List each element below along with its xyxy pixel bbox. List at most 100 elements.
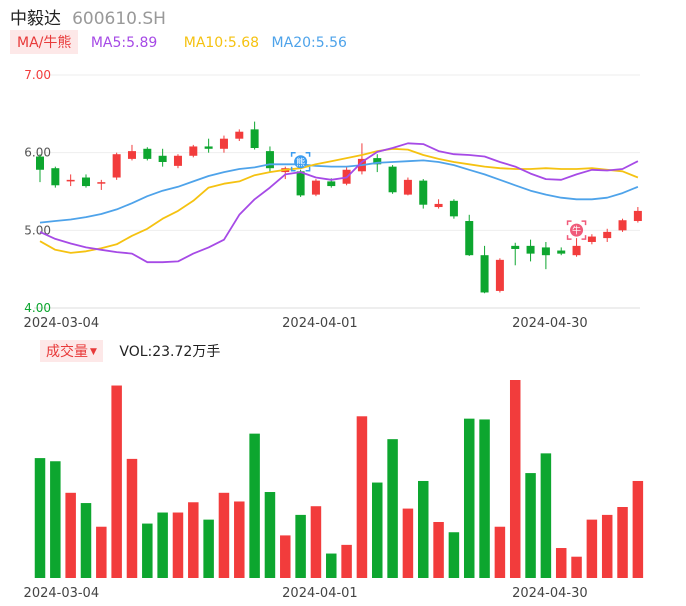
marker-bracket: [290, 152, 296, 157]
candle-body[interactable]: [541, 247, 550, 256]
candle-body[interactable]: [434, 203, 443, 208]
volume-bar[interactable]: [540, 453, 552, 578]
volume-bar[interactable]: [494, 526, 506, 578]
candle-body[interactable]: [235, 131, 244, 139]
volume-selector-tag[interactable]: 成交量 ▼: [40, 340, 103, 362]
candle-body[interactable]: [219, 138, 228, 149]
ma-legend: MA/牛熊 MA5:5.89 MA10:5.68 MA20:5.56: [10, 30, 347, 54]
volume-bar[interactable]: [234, 501, 245, 578]
candle-body[interactable]: [526, 245, 535, 254]
volume-bar[interactable]: [264, 492, 276, 578]
price-x-tick-label: 2024-03-04: [24, 316, 100, 331]
candle-body[interactable]: [143, 148, 152, 159]
candle-body[interactable]: [449, 200, 458, 217]
candle-body[interactable]: [480, 255, 489, 293]
volume-bar[interactable]: [280, 535, 291, 578]
volume-bar[interactable]: [34, 458, 46, 578]
candle-body[interactable]: [204, 146, 213, 149]
candle-body[interactable]: [265, 151, 274, 169]
marker-bracket: [290, 166, 296, 172]
volume-bar[interactable]: [203, 519, 214, 578]
volume-legend: 成交量 ▼ VOL:23.72万手: [40, 340, 220, 362]
candle-body[interactable]: [189, 146, 198, 156]
volume-bar[interactable]: [632, 480, 644, 578]
volume-bar[interactable]: [65, 492, 76, 578]
candle-body[interactable]: [618, 220, 627, 231]
candle-body[interactable]: [603, 231, 612, 239]
candle-body[interactable]: [587, 236, 596, 242]
candle-body[interactable]: [403, 179, 412, 195]
candle-body[interactable]: [158, 155, 167, 162]
volume-bar[interactable]: [111, 385, 122, 578]
candle-body[interactable]: [633, 210, 642, 222]
volume-bar[interactable]: [586, 519, 598, 578]
candle-body[interactable]: [250, 129, 259, 149]
volume-bar[interactable]: [80, 503, 92, 578]
candle-body[interactable]: [495, 259, 504, 291]
marker-bracket: [581, 235, 587, 240]
volume-bar[interactable]: [601, 514, 613, 578]
price-x-tick-label: 2024-04-30: [512, 316, 588, 331]
candle-body[interactable]: [173, 155, 182, 166]
bear-marker-label: 熊: [296, 156, 305, 168]
volume-bar[interactable]: [126, 458, 138, 578]
volume-tag-label: 成交量: [46, 344, 88, 360]
candle-body[interactable]: [112, 154, 121, 178]
volume-bar[interactable]: [341, 544, 352, 578]
candle-body[interactable]: [373, 158, 382, 165]
marker-bracket: [566, 235, 572, 240]
volume-bar[interactable]: [448, 532, 460, 578]
volume-bar[interactable]: [96, 526, 107, 578]
candle-body[interactable]: [419, 180, 428, 205]
volume-bar[interactable]: [157, 512, 168, 578]
candle-body[interactable]: [511, 245, 520, 249]
candle-body[interactable]: [81, 177, 90, 187]
ma20-line: [39, 159, 639, 224]
volume-bar[interactable]: [525, 473, 536, 578]
marker-bracket: [305, 152, 311, 157]
candle-body[interactable]: [51, 168, 60, 186]
candle-body[interactable]: [557, 250, 566, 254]
candle-body[interactable]: [311, 180, 320, 195]
volume-bar[interactable]: [310, 506, 322, 578]
marker-bracket: [305, 166, 311, 172]
volume-bar[interactable]: [249, 433, 260, 578]
volume-bar[interactable]: [356, 416, 368, 578]
volume-bar[interactable]: [509, 380, 521, 578]
volume-bar[interactable]: [479, 419, 490, 578]
candle-body[interactable]: [327, 181, 336, 187]
candle-body[interactable]: [388, 166, 397, 193]
price-x-axis: 2024-03-04 2024-04-01 2024-04-30: [24, 316, 588, 331]
volume-bar[interactable]: [218, 492, 230, 578]
volume-bar[interactable]: [433, 521, 444, 578]
ma20-legend: MA20:5.56: [271, 35, 347, 51]
ma10-line: [39, 147, 639, 254]
volume-bar[interactable]: [418, 480, 429, 578]
candle-body[interactable]: [572, 245, 581, 256]
volume-bar[interactable]: [571, 556, 582, 578]
volume-bar[interactable]: [402, 508, 414, 578]
volume-bar[interactable]: [142, 523, 153, 578]
candle-body[interactable]: [127, 151, 136, 159]
volume-x-axis: 2024-03-04 2024-04-01 2024-04-30: [24, 586, 588, 601]
volume-bar[interactable]: [295, 514, 306, 578]
bull-marker: 牛: [566, 220, 587, 240]
volume-bar[interactable]: [188, 502, 199, 578]
candle-body[interactable]: [97, 182, 106, 184]
candle-body[interactable]: [36, 156, 44, 170]
candle-body[interactable]: [66, 179, 75, 182]
volume-bar[interactable]: [387, 439, 398, 578]
bear-marker: 熊: [290, 152, 311, 172]
volume-bar[interactable]: [463, 418, 475, 578]
volume-bar[interactable]: [50, 461, 61, 578]
volume-bar[interactable]: [172, 512, 184, 578]
volume-bar[interactable]: [326, 553, 337, 578]
candle-body[interactable]: [296, 171, 305, 196]
volume-bar[interactable]: [555, 548, 567, 578]
dropdown-caret-icon: ▼: [90, 347, 97, 357]
volume-bar[interactable]: [617, 507, 628, 578]
volume-bar[interactable]: [372, 482, 383, 578]
price-y-tick-label: 4.00: [24, 301, 51, 315]
indicator-selector-tag[interactable]: MA/牛熊: [10, 30, 79, 54]
candle-body[interactable]: [465, 221, 474, 256]
